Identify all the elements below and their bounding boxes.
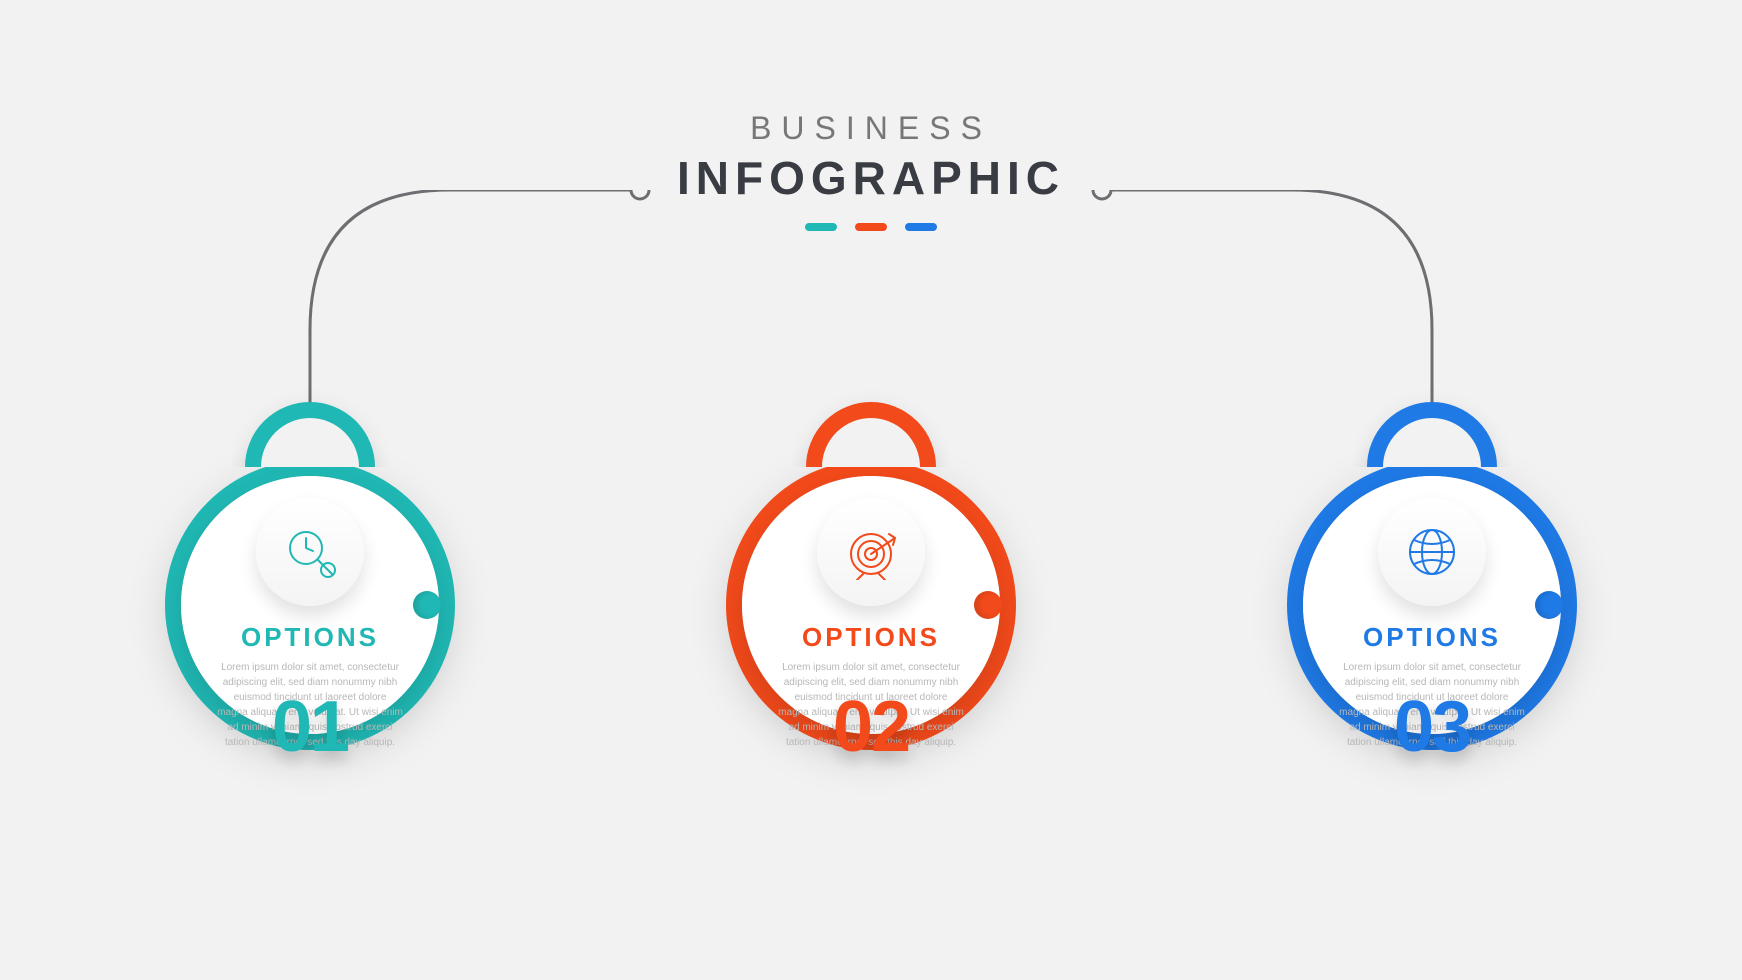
pre-title: BUSINESS — [0, 110, 1742, 147]
globe-icon — [1404, 524, 1460, 580]
disc-notch — [1535, 591, 1563, 619]
stage: OPTIONS Lorem ipsum dolor sit amet, cons… — [0, 190, 1742, 980]
option-03: OPTIONS Lorem ipsum dolor sit amet, cons… — [1272, 390, 1592, 750]
connector-line — [310, 190, 640, 410]
icon-disc — [1378, 498, 1486, 606]
disc-notch — [974, 591, 1002, 619]
option-label: OPTIONS — [742, 622, 1000, 653]
option-number: 01 — [272, 686, 348, 768]
target-arrow-icon — [843, 524, 899, 580]
connector-dot — [631, 190, 649, 199]
option-number: 03 — [1394, 686, 1470, 768]
magnifier-clock-icon — [282, 524, 338, 580]
option-01: OPTIONS Lorem ipsum dolor sit amet, cons… — [150, 390, 470, 750]
icon-disc — [256, 498, 364, 606]
connector-line — [1102, 190, 1432, 410]
disc-notch — [413, 591, 441, 619]
option-label: OPTIONS — [181, 622, 439, 653]
icon-disc — [817, 498, 925, 606]
option-number: 02 — [833, 686, 909, 768]
option-label: OPTIONS — [1303, 622, 1561, 653]
connector-dot — [1093, 190, 1111, 199]
option-02: OPTIONS Lorem ipsum dolor sit amet, cons… — [711, 390, 1031, 750]
